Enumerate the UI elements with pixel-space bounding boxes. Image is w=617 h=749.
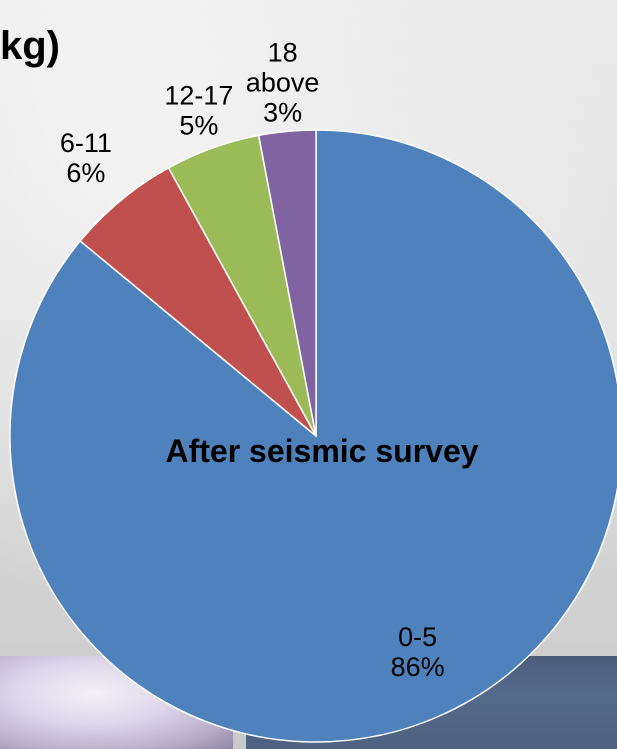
pie-slice-0-5: [9, 129, 617, 743]
value-label-18-above: 3%: [263, 98, 302, 128]
value-label-6-11: 6%: [66, 158, 105, 188]
category-label-18-above: above: [246, 68, 320, 98]
value-label-0-5: 86%: [391, 652, 445, 682]
category-label-6-11: 6-11: [60, 128, 112, 158]
pie-slices: [9, 129, 617, 743]
value-label-12-17: 5%: [179, 111, 218, 141]
chart-title-fragment: kg): [0, 24, 60, 68]
pie-slice-18-above: [257, 129, 317, 437]
chart-title: After seismic survey: [165, 433, 478, 469]
category-label-12-17: 12-17: [164, 81, 233, 111]
category-label-0-5: 0-5: [398, 622, 437, 652]
category-label-18-above: 18: [268, 38, 298, 68]
